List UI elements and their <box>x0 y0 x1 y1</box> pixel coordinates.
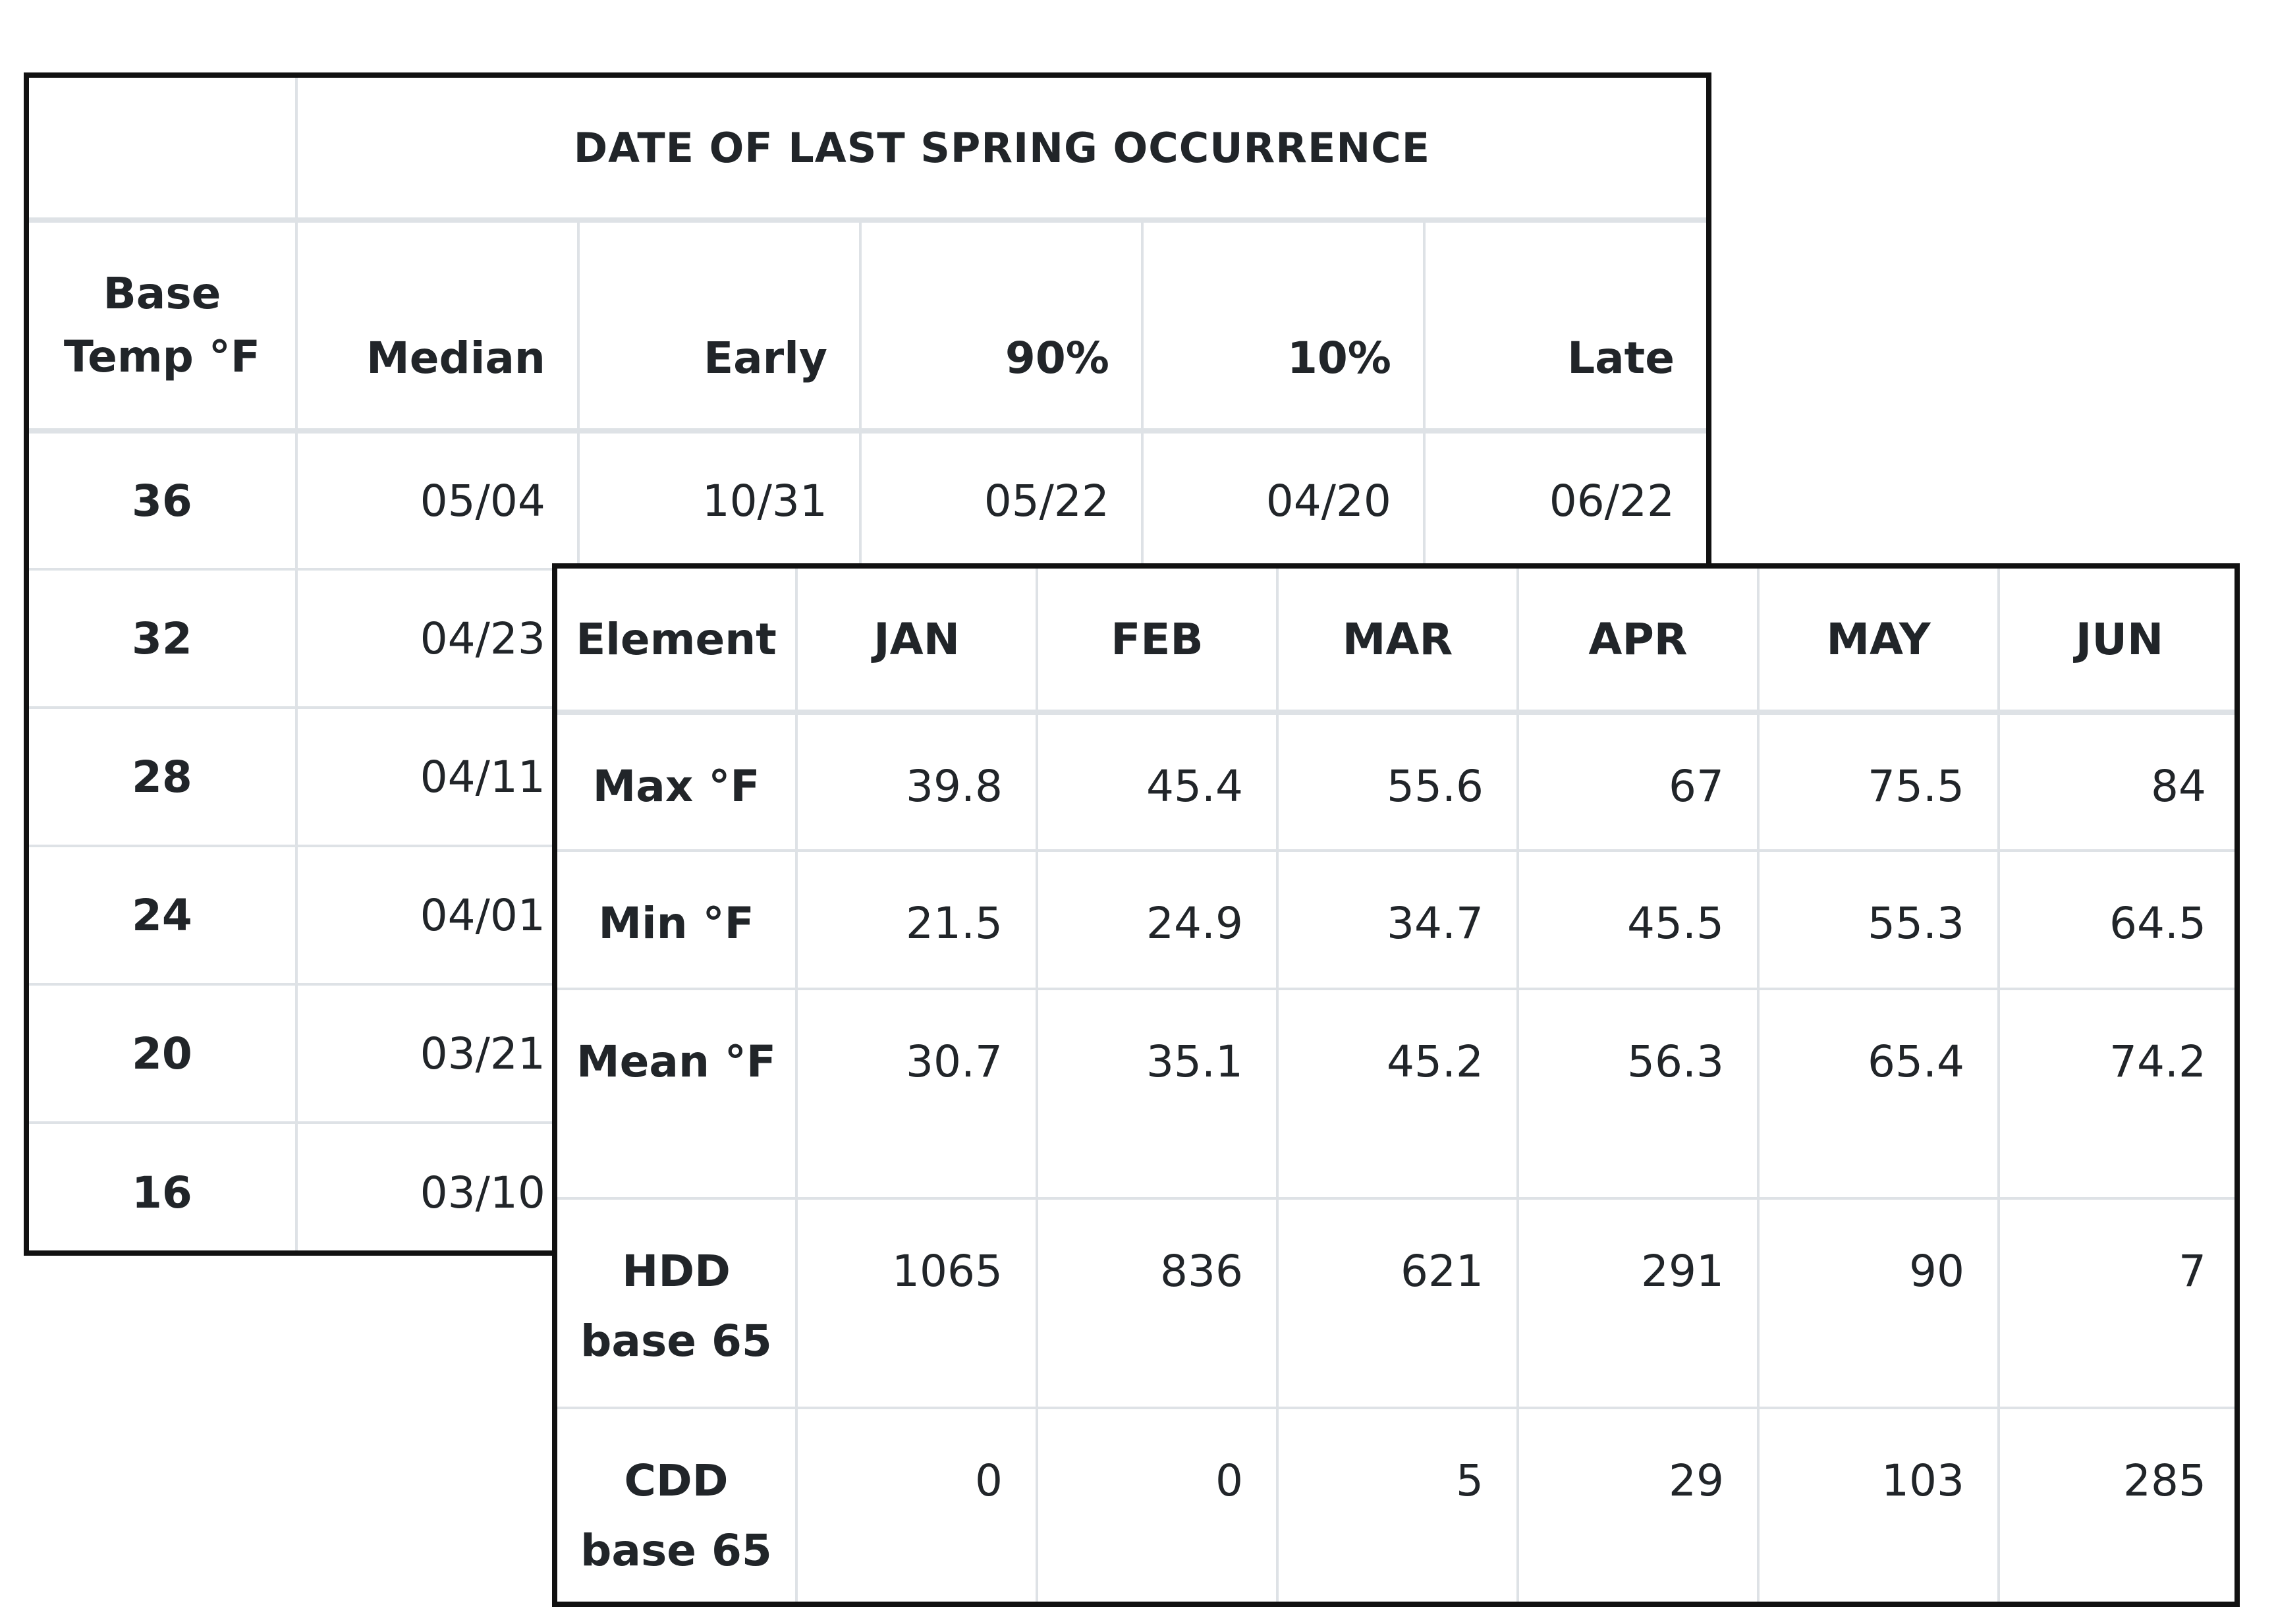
value-cell: 55.3 <box>1757 849 2000 990</box>
column-header-10-percent: 10% <box>1140 219 1426 434</box>
column-header-row: Base Temp °F Median Early 90% 10% Late <box>29 219 1706 434</box>
value-cell: 29 <box>1516 1407 1760 1602</box>
value-cell: 21.5 <box>795 849 1038 990</box>
value-cell: 103 <box>1757 1407 2000 1602</box>
median-cell: 04/11 <box>294 706 580 847</box>
monthly-climate-table: Element JAN FEB MAR APR MAY JUN Max °F 3… <box>557 569 2234 1602</box>
empty-corner-cell <box>29 78 298 223</box>
row-label: Mean °F <box>557 988 798 1200</box>
column-header-early: Early <box>576 219 862 434</box>
column-header-row: Element JAN FEB MAR APR MAY JUN <box>557 569 2234 715</box>
median-cell: 04/01 <box>294 845 580 986</box>
column-header-element: Element <box>557 569 798 715</box>
value-cell: 67 <box>1516 711 1760 852</box>
column-header-late: Late <box>1422 219 1706 434</box>
value-cell: 65.4 <box>1757 988 2000 1200</box>
column-header-90-percent: 90% <box>858 219 1144 434</box>
value-cell: 64.5 <box>1997 849 2234 990</box>
column-header-jun: JUN <box>1997 569 2234 715</box>
value-cell: 34.7 <box>1276 849 1519 990</box>
monthly-climate-panel: Element JAN FEB MAR APR MAY JUN Max °F 3… <box>552 563 2240 1607</box>
value-cell: 24.9 <box>1036 849 1279 990</box>
value-cell: 1065 <box>795 1197 1038 1409</box>
p90-cell: 05/22 <box>858 430 1144 571</box>
value-cell: 5 <box>1276 1407 1519 1602</box>
value-cell: 56.3 <box>1516 988 1760 1200</box>
value-cell: 45.2 <box>1276 988 1519 1200</box>
value-cell: 291 <box>1516 1197 1760 1409</box>
column-header-base-temp: Base Temp °F <box>29 219 298 434</box>
median-cell: 03/10 <box>294 1121 580 1250</box>
value-cell: 621 <box>1276 1197 1519 1409</box>
median-cell: 03/21 <box>294 983 580 1124</box>
base-temp-cell: 32 <box>29 568 298 709</box>
value-cell: 0 <box>1036 1407 1279 1602</box>
row-label: CDD base 65 <box>557 1407 798 1602</box>
column-header-mar: MAR <box>1276 569 1519 715</box>
column-header-jan: JAN <box>795 569 1038 715</box>
median-cell: 04/23 <box>294 568 580 709</box>
value-cell: 0 <box>795 1407 1038 1602</box>
base-temp-cell: 28 <box>29 706 298 847</box>
value-cell: 45.5 <box>1516 849 1760 990</box>
early-cell: 10/31 <box>576 430 862 571</box>
value-cell: 836 <box>1036 1197 1279 1409</box>
p10-cell: 04/20 <box>1140 430 1426 571</box>
row-label: HDD base 65 <box>557 1197 798 1409</box>
column-header-feb: FEB <box>1036 569 1279 715</box>
value-cell: 55.6 <box>1276 711 1519 852</box>
base-temp-cell: 24 <box>29 845 298 986</box>
median-cell: 05/04 <box>294 430 580 571</box>
value-cell: 75.5 <box>1757 711 2000 852</box>
base-temp-cell: 20 <box>29 983 298 1124</box>
base-temp-cell: 16 <box>29 1121 298 1250</box>
value-cell: 90 <box>1757 1197 2000 1409</box>
value-cell: 39.8 <box>795 711 1038 852</box>
table-row: 36 05/04 10/31 05/22 04/20 06/22 <box>29 430 1706 571</box>
table-title-row: DATE OF LAST SPRING OCCURRENCE <box>29 78 1706 223</box>
base-temp-cell: 36 <box>29 430 298 571</box>
value-cell: 45.4 <box>1036 711 1279 852</box>
base-temp-header-line1: Base <box>103 268 221 320</box>
table-row: Min °F 21.5 24.9 34.7 45.5 55.3 64.5 <box>557 849 2234 990</box>
row-label: Max °F <box>557 711 798 852</box>
table-title: DATE OF LAST SPRING OCCURRENCE <box>294 78 1706 223</box>
base-temp-header-line2: Temp °F <box>63 331 260 382</box>
value-cell: 35.1 <box>1036 988 1279 1200</box>
row-label: Min °F <box>557 849 798 990</box>
table-row: HDD base 65 1065 836 621 291 90 7 <box>557 1197 2234 1409</box>
value-cell: 84 <box>1997 711 2234 852</box>
table-row: CDD base 65 0 0 5 29 103 285 <box>557 1407 2234 1602</box>
column-header-apr: APR <box>1516 569 1760 715</box>
late-cell: 06/22 <box>1422 430 1706 571</box>
table-row: Mean °F 30.7 35.1 45.2 56.3 65.4 74.2 <box>557 988 2234 1200</box>
column-header-median: Median <box>294 219 580 434</box>
value-cell: 7 <box>1997 1197 2234 1409</box>
column-header-may: MAY <box>1757 569 2000 715</box>
table-row: Max °F 39.8 45.4 55.6 67 75.5 84 <box>557 711 2234 852</box>
value-cell: 30.7 <box>795 988 1038 1200</box>
value-cell: 285 <box>1997 1407 2234 1602</box>
value-cell: 74.2 <box>1997 988 2234 1200</box>
